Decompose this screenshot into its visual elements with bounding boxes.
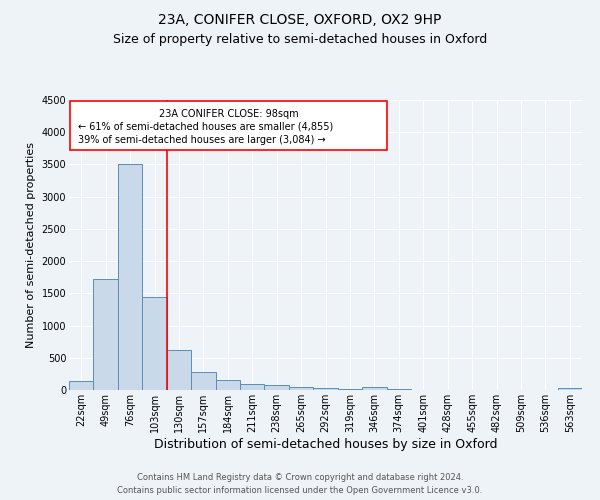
Bar xyxy=(557,388,582,390)
Bar xyxy=(191,372,215,390)
X-axis label: Distribution of semi-detached houses by size in Oxford: Distribution of semi-detached houses by … xyxy=(154,438,497,450)
Text: Size of property relative to semi-detached houses in Oxford: Size of property relative to semi-detach… xyxy=(113,32,487,46)
FancyBboxPatch shape xyxy=(70,102,386,150)
Bar xyxy=(240,384,265,390)
Bar xyxy=(167,350,191,390)
Bar xyxy=(265,385,289,390)
Bar xyxy=(338,389,362,390)
Bar xyxy=(215,380,240,390)
Text: 23A CONIFER CLOSE: 98sqm: 23A CONIFER CLOSE: 98sqm xyxy=(158,109,298,119)
Bar xyxy=(289,387,313,390)
Bar xyxy=(94,279,118,390)
Text: 39% of semi-detached houses are larger (3,084) →: 39% of semi-detached houses are larger (… xyxy=(77,136,325,145)
Bar xyxy=(313,388,338,390)
Bar xyxy=(69,381,94,390)
Bar xyxy=(362,387,386,390)
Text: Contains HM Land Registry data © Crown copyright and database right 2024.
Contai: Contains HM Land Registry data © Crown c… xyxy=(118,474,482,495)
Text: 23A, CONIFER CLOSE, OXFORD, OX2 9HP: 23A, CONIFER CLOSE, OXFORD, OX2 9HP xyxy=(158,12,442,26)
Y-axis label: Number of semi-detached properties: Number of semi-detached properties xyxy=(26,142,36,348)
Bar xyxy=(118,164,142,390)
Bar xyxy=(142,297,167,390)
Text: ← 61% of semi-detached houses are smaller (4,855): ← 61% of semi-detached houses are smalle… xyxy=(77,122,333,132)
